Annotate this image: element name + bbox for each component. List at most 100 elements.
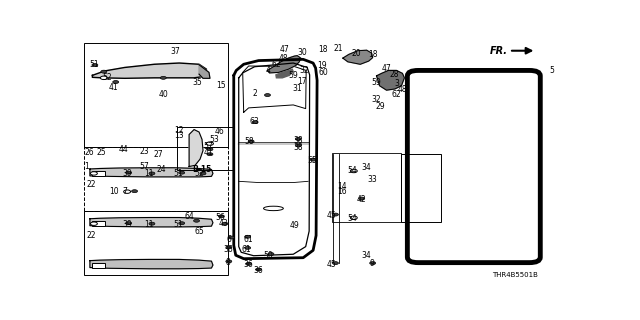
Text: 5: 5 bbox=[550, 66, 555, 75]
Circle shape bbox=[310, 158, 316, 161]
Text: 8: 8 bbox=[225, 258, 230, 267]
Polygon shape bbox=[343, 50, 372, 64]
Text: 51: 51 bbox=[89, 60, 99, 69]
Text: 62: 62 bbox=[392, 90, 401, 99]
Text: 11: 11 bbox=[145, 169, 154, 179]
Circle shape bbox=[207, 142, 213, 145]
Text: 48: 48 bbox=[278, 54, 288, 63]
Bar bbox=[92, 263, 105, 268]
Text: 26: 26 bbox=[84, 148, 93, 157]
Text: 41: 41 bbox=[204, 148, 213, 157]
Text: 57: 57 bbox=[140, 162, 149, 171]
Circle shape bbox=[218, 215, 225, 218]
Circle shape bbox=[332, 262, 339, 265]
Text: 44: 44 bbox=[119, 145, 129, 154]
Circle shape bbox=[207, 153, 213, 156]
Bar bbox=[84, 211, 228, 275]
Text: 56: 56 bbox=[215, 212, 225, 221]
Circle shape bbox=[244, 235, 251, 238]
Text: 48: 48 bbox=[397, 85, 407, 94]
Text: 29: 29 bbox=[375, 102, 385, 111]
Text: 60: 60 bbox=[318, 68, 328, 77]
Text: 30: 30 bbox=[298, 48, 307, 57]
Text: 42: 42 bbox=[357, 195, 367, 204]
Text: 27: 27 bbox=[154, 150, 163, 159]
Text: 31: 31 bbox=[292, 84, 301, 93]
Bar bbox=[332, 153, 401, 222]
Text: 24: 24 bbox=[156, 165, 166, 174]
Text: 52: 52 bbox=[102, 73, 112, 82]
Text: 9: 9 bbox=[369, 259, 374, 268]
Polygon shape bbox=[276, 69, 293, 78]
Text: 34: 34 bbox=[362, 163, 372, 172]
Text: 36: 36 bbox=[223, 244, 233, 253]
Bar bbox=[401, 154, 441, 222]
Polygon shape bbox=[268, 56, 301, 73]
Text: 57: 57 bbox=[204, 142, 213, 151]
Text: 1: 1 bbox=[84, 162, 89, 171]
Circle shape bbox=[161, 76, 166, 79]
Circle shape bbox=[125, 222, 132, 225]
Text: B-15: B-15 bbox=[192, 165, 211, 174]
Circle shape bbox=[264, 93, 271, 97]
Circle shape bbox=[244, 246, 251, 249]
Text: 43: 43 bbox=[219, 219, 228, 228]
Text: 36: 36 bbox=[244, 260, 253, 269]
Text: 10: 10 bbox=[109, 187, 118, 196]
Circle shape bbox=[132, 190, 138, 193]
Text: 11: 11 bbox=[145, 220, 154, 229]
Text: 51: 51 bbox=[173, 220, 183, 229]
Text: 21: 21 bbox=[333, 44, 342, 53]
Bar bbox=[92, 171, 105, 176]
Polygon shape bbox=[189, 130, 203, 166]
Text: 59: 59 bbox=[372, 78, 381, 87]
Circle shape bbox=[193, 219, 200, 222]
Polygon shape bbox=[376, 70, 404, 90]
Text: 16: 16 bbox=[337, 187, 347, 196]
Text: 36: 36 bbox=[253, 266, 264, 275]
Circle shape bbox=[252, 121, 258, 124]
Text: 49: 49 bbox=[289, 221, 299, 230]
Circle shape bbox=[207, 148, 213, 151]
Circle shape bbox=[90, 222, 97, 225]
Circle shape bbox=[246, 262, 252, 265]
Text: 13: 13 bbox=[174, 131, 184, 140]
Circle shape bbox=[92, 64, 98, 67]
Text: 54: 54 bbox=[347, 166, 356, 175]
Circle shape bbox=[90, 172, 97, 175]
Text: 50: 50 bbox=[264, 251, 273, 260]
Text: 45: 45 bbox=[327, 260, 337, 269]
Circle shape bbox=[370, 262, 376, 265]
Text: 59: 59 bbox=[289, 71, 298, 80]
Text: 47: 47 bbox=[280, 45, 289, 54]
Text: 25: 25 bbox=[96, 148, 106, 157]
Text: 32: 32 bbox=[372, 95, 381, 104]
Text: 22: 22 bbox=[86, 230, 96, 240]
Circle shape bbox=[149, 172, 155, 175]
Text: 55: 55 bbox=[307, 156, 317, 165]
Circle shape bbox=[100, 76, 108, 80]
Text: 14: 14 bbox=[337, 182, 347, 191]
Circle shape bbox=[200, 172, 206, 175]
Bar bbox=[177, 127, 234, 170]
Circle shape bbox=[124, 190, 131, 193]
Text: 40: 40 bbox=[159, 90, 168, 99]
Circle shape bbox=[295, 144, 301, 147]
Text: 53: 53 bbox=[209, 135, 219, 144]
Circle shape bbox=[125, 171, 132, 174]
Circle shape bbox=[332, 213, 339, 216]
Text: 18: 18 bbox=[368, 50, 378, 59]
Circle shape bbox=[222, 222, 228, 225]
Text: 6: 6 bbox=[227, 236, 231, 244]
Circle shape bbox=[350, 216, 357, 220]
Text: 18: 18 bbox=[318, 45, 328, 54]
Text: 65: 65 bbox=[194, 227, 204, 236]
Text: 64: 64 bbox=[184, 212, 194, 221]
Text: 58: 58 bbox=[245, 137, 255, 146]
Text: 20: 20 bbox=[352, 49, 362, 58]
Text: 12: 12 bbox=[175, 126, 184, 135]
Text: 28: 28 bbox=[390, 70, 399, 79]
Text: 34: 34 bbox=[362, 251, 372, 260]
Circle shape bbox=[101, 70, 107, 73]
Text: 52: 52 bbox=[194, 169, 204, 179]
